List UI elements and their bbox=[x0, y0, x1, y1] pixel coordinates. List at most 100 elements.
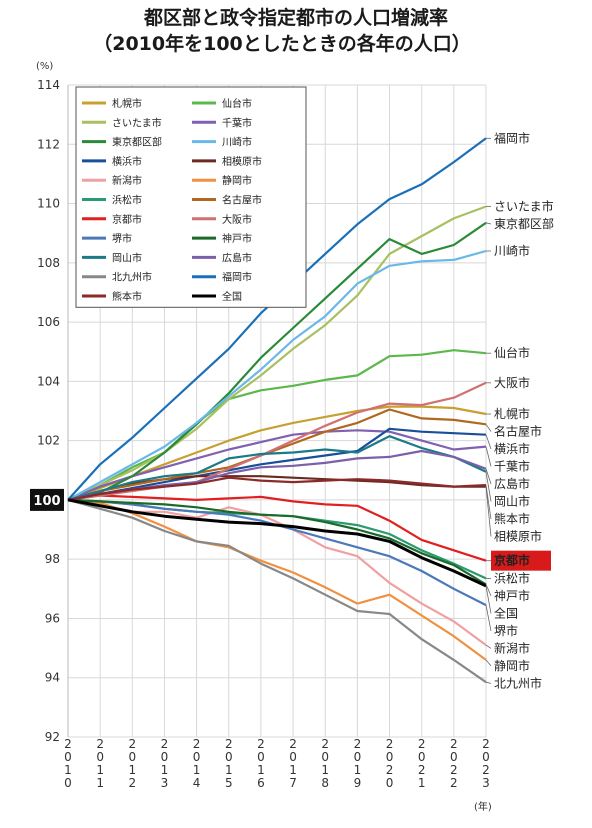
legend-entry: 広島市 bbox=[222, 251, 252, 264]
series-line bbox=[67, 408, 487, 501]
legend-entry: 相模原市 bbox=[222, 155, 262, 168]
legend-entry: 福岡市 bbox=[222, 271, 252, 284]
series-line bbox=[67, 249, 487, 501]
legend-entry: 熊本市 bbox=[112, 290, 142, 303]
series-line bbox=[67, 427, 487, 501]
series-end-label: さいたま市 bbox=[494, 199, 554, 214]
y-tick-label: 112 bbox=[37, 137, 60, 151]
end-label-layer: 福岡市さいたま市東京都区部川崎市仙台市大阪市札幌市名古屋市横浜市千葉市広島市岡山… bbox=[485, 130, 554, 690]
legend-entry: 千葉市 bbox=[222, 116, 252, 129]
legend-entry: 新潟市 bbox=[112, 174, 142, 187]
legend-entry: 静岡市 bbox=[222, 174, 252, 187]
series-line bbox=[67, 221, 487, 501]
series-line bbox=[67, 435, 487, 501]
legend-entry: 名古屋市 bbox=[222, 194, 262, 207]
series-line bbox=[67, 498, 487, 684]
legend-entry: 東京都区部 bbox=[112, 136, 162, 149]
series-end-label: 岡山市 bbox=[494, 493, 530, 508]
leader-line bbox=[485, 486, 492, 537]
y-tick-label: 106 bbox=[37, 315, 60, 329]
leader-line bbox=[485, 471, 492, 502]
legend-entry: 堺市 bbox=[112, 232, 132, 245]
leader-line bbox=[485, 446, 492, 467]
series-end-label: 横浜市 bbox=[494, 441, 530, 456]
legend-entry: 大阪市 bbox=[222, 213, 252, 226]
y-tick-label: 114 bbox=[37, 78, 60, 92]
leader-line bbox=[485, 585, 492, 614]
series-end-label: 堺市 bbox=[494, 623, 518, 638]
series-line bbox=[67, 498, 487, 586]
legend-entry: 川崎市 bbox=[222, 136, 252, 149]
series-line bbox=[67, 494, 487, 562]
series-end-label: 千葉市 bbox=[494, 458, 530, 473]
series-end-label: 東京都区部 bbox=[494, 216, 554, 231]
series-line bbox=[67, 475, 486, 501]
axis-layer: 92 94 96 98 102 104 106 108 110 112 114 100 2 0 1 0 2 0 1 1… bbox=[30, 78, 490, 790]
series-end-label: 浜松市 bbox=[494, 570, 530, 585]
series-line bbox=[67, 429, 487, 501]
leader-line bbox=[485, 605, 492, 631]
leader-line bbox=[485, 584, 492, 597]
y-tick-label: 92 bbox=[45, 730, 60, 744]
leader-line bbox=[485, 644, 492, 649]
leader-line bbox=[485, 681, 492, 684]
series-line bbox=[67, 476, 487, 501]
series-end-label: 熊本市 bbox=[494, 511, 530, 526]
leader-line bbox=[485, 485, 492, 520]
grid-layer bbox=[67, 84, 487, 738]
leader-line bbox=[485, 222, 492, 225]
series-end-label: 新潟市 bbox=[494, 640, 530, 655]
legend-entry: 仙台市 bbox=[222, 97, 252, 110]
leader-line bbox=[485, 424, 492, 432]
series-end-label: 広島市 bbox=[494, 476, 530, 491]
base-value-box bbox=[30, 488, 64, 511]
legend-entry: 札幌市 bbox=[112, 97, 142, 110]
legend-entry: 京都市 bbox=[112, 213, 142, 226]
series-end-label: 全国 bbox=[494, 605, 518, 620]
series-end-label: 相模原市 bbox=[494, 528, 542, 543]
legend-entry: 全国 bbox=[222, 290, 242, 303]
leader-line bbox=[485, 434, 492, 450]
series-line bbox=[67, 449, 487, 501]
legend-entry: 岡山市 bbox=[112, 251, 142, 264]
y-tick-label: 98 bbox=[45, 552, 60, 566]
y-tick-label: 94 bbox=[45, 671, 60, 685]
series-end-label: 札幌市 bbox=[494, 406, 530, 421]
x-axis-unit: (年) bbox=[474, 800, 492, 813]
legend-entry: 神戸市 bbox=[222, 232, 252, 245]
series-line bbox=[67, 498, 487, 588]
y-tick-label: 104 bbox=[37, 374, 60, 388]
series-end-label: 京都市 bbox=[494, 553, 530, 568]
leader-line bbox=[485, 659, 492, 667]
legend-box bbox=[75, 86, 307, 308]
y-tick-label: 102 bbox=[37, 434, 60, 448]
chart-subtitle: （2010年を100としたときの各年の人口） bbox=[93, 32, 471, 55]
legend-entry: さいたま市 bbox=[112, 116, 162, 129]
series-line bbox=[67, 381, 487, 501]
base-value-label: 100 bbox=[33, 494, 60, 509]
series-end-label: 福岡市 bbox=[494, 130, 530, 145]
y-tick-label: 108 bbox=[37, 256, 60, 270]
series-line bbox=[67, 498, 487, 661]
highlight-label-box bbox=[491, 550, 551, 571]
series-end-label: 大阪市 bbox=[494, 375, 530, 390]
series-line bbox=[67, 205, 487, 501]
y-tick-label: 110 bbox=[37, 197, 60, 211]
y-tick-label: 96 bbox=[45, 611, 60, 625]
